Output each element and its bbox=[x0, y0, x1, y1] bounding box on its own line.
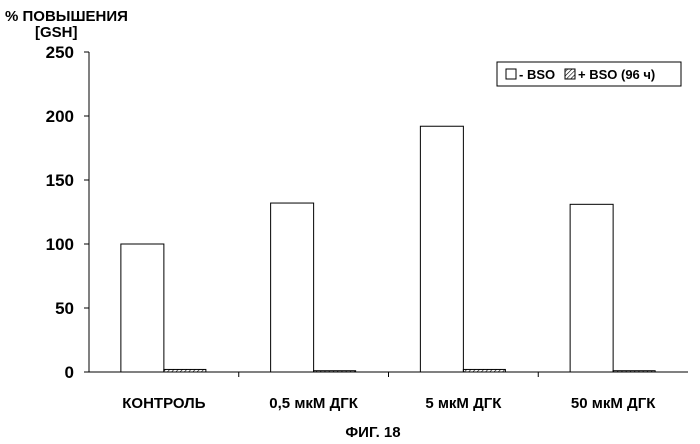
legend-label-plus-bso: + BSO (96 ч) bbox=[578, 67, 655, 82]
figure-caption: ФИГ. 18 bbox=[345, 424, 400, 441]
y-tick-label: 50 bbox=[55, 299, 74, 318]
x-axis-ticks: КОНТРОЛЬ 0,5 мкМ ДГК 5 мкМ ДГК 50 мкМ ДГК bbox=[122, 372, 656, 412]
legend: - BSO + BSO (96 ч) bbox=[497, 62, 681, 86]
y-tick-label: 150 bbox=[46, 171, 74, 190]
bar-minus-bso bbox=[121, 244, 164, 372]
bar-minus-bso bbox=[570, 204, 613, 372]
x-tick-label: 5 мкМ ДГК bbox=[425, 395, 502, 412]
y-tick-label: 200 bbox=[46, 107, 74, 126]
y-axis-ticks: 0 50 100 150 200 250 bbox=[46, 43, 89, 382]
x-tick-label: КОНТРОЛЬ bbox=[122, 395, 205, 412]
x-tick-label: 50 мкМ ДГК bbox=[571, 395, 656, 412]
y-tick-label: 100 bbox=[46, 235, 74, 254]
y-axis-title-line1: % ПОВЫШЕНИЯ bbox=[5, 8, 128, 25]
legend-swatch-hatched bbox=[565, 69, 575, 79]
y-tick-label: 250 bbox=[46, 43, 74, 62]
y-axis-title-line2: [GSH] bbox=[35, 24, 78, 41]
y-tick-label: 0 bbox=[65, 363, 74, 382]
legend-swatch-open bbox=[506, 69, 516, 79]
bar-minus-bso bbox=[420, 126, 463, 372]
bar-minus-bso bbox=[271, 203, 314, 372]
legend-label-minus-bso: - BSO bbox=[519, 67, 555, 82]
bars bbox=[121, 126, 655, 372]
x-tick-label: 0,5 мкМ ДГК bbox=[269, 395, 358, 412]
